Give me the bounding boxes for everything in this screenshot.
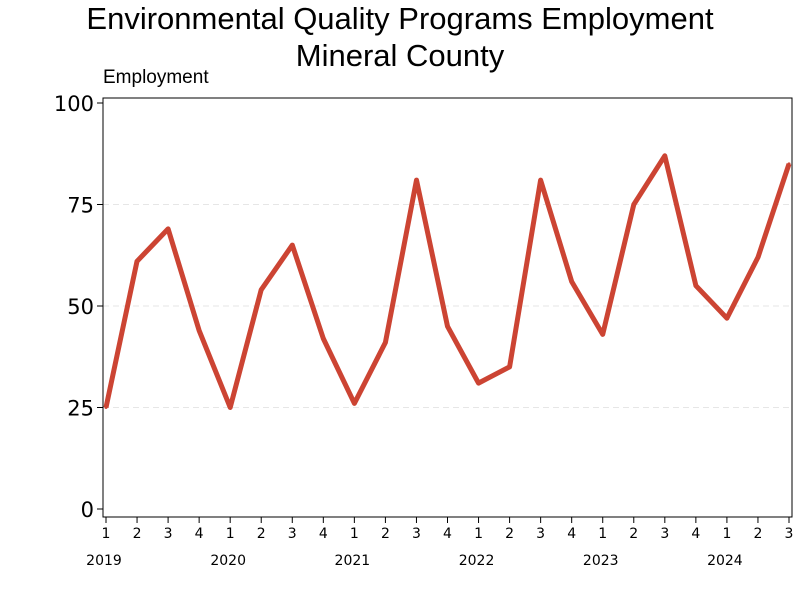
series-line <box>103 153 792 410</box>
data-point <box>290 243 294 247</box>
x-tick-label: 4 <box>567 526 576 542</box>
year-label: 2024 <box>707 553 743 569</box>
year-label: 2019 <box>86 553 122 569</box>
x-tick-label: 1 <box>722 526 731 542</box>
y-axis-label: Employment <box>103 67 209 88</box>
chart-title-line-1: Environmental Quality Programs Employmen… <box>86 1 714 36</box>
x-tick-label: 4 <box>443 526 452 542</box>
x-tick-label: 2 <box>133 526 142 542</box>
x-axis-ticks: 1 2 3 4 1 2 3 4 1 2 3 4 1 2 3 4 1 2 3 4 1 2 3 <box>102 517 794 542</box>
x-tick-label: 2 <box>629 526 638 542</box>
data-point <box>570 280 574 284</box>
y-axis-ticks: 0 25 50 75 100 <box>54 92 103 522</box>
data-point <box>228 406 232 409</box>
plot-frame <box>102 97 793 518</box>
y-tick-label: 0 <box>81 498 94 522</box>
x-tick-label: 3 <box>660 526 669 542</box>
data-point <box>259 288 263 292</box>
x-tick-label: 2 <box>505 526 514 542</box>
year-label: 2020 <box>210 553 246 569</box>
x-tick-label: 2 <box>381 526 390 542</box>
x-tick-label: 1 <box>474 526 483 542</box>
x-tick-label: 3 <box>288 526 297 542</box>
x-tick-label: 2 <box>257 526 266 542</box>
data-point <box>477 381 481 385</box>
data-point <box>321 336 325 340</box>
data-point <box>663 154 667 158</box>
y-tick-label: 100 <box>54 92 94 116</box>
year-label: 2022 <box>459 553 495 569</box>
data-point <box>756 255 760 259</box>
x-tick-label: 4 <box>195 526 204 542</box>
x-tick-label: 1 <box>350 526 359 542</box>
data-point <box>135 259 139 263</box>
data-point <box>787 162 791 166</box>
year-label: 2021 <box>335 553 371 569</box>
chart-title-line-2: Mineral County <box>295 38 505 73</box>
data-point <box>508 365 512 369</box>
data-point <box>104 406 108 409</box>
data-point <box>414 178 418 182</box>
x-tick-label: 1 <box>598 526 607 542</box>
year-label: 2023 <box>583 553 619 569</box>
x-tick-label: 1 <box>226 526 235 542</box>
y-tick-label: 75 <box>67 194 94 218</box>
data-point <box>383 341 387 345</box>
series-group <box>103 153 792 410</box>
y-tick-label: 50 <box>67 295 94 319</box>
x-tick-label: 4 <box>691 526 700 542</box>
data-point <box>632 203 636 206</box>
x-tick-label: 3 <box>164 526 173 542</box>
gridlines <box>103 204 792 408</box>
x-tick-label: 3 <box>412 526 421 542</box>
x-tick-label: 4 <box>319 526 328 542</box>
y-tick-label: 25 <box>67 397 94 421</box>
data-point <box>601 332 605 336</box>
data-point <box>694 284 698 288</box>
data-point <box>446 324 449 328</box>
data-point <box>725 316 729 320</box>
year-labels: 2019 2020 2021 2022 2023 2024 <box>86 553 743 569</box>
x-tick-label: 2 <box>753 526 762 542</box>
x-tick-label: 1 <box>102 526 111 542</box>
data-point <box>539 178 543 182</box>
x-tick-label: 3 <box>536 526 545 542</box>
data-point <box>352 401 356 405</box>
data-point <box>166 227 170 231</box>
x-tick-label: 3 <box>785 526 794 542</box>
data-point <box>197 328 201 332</box>
